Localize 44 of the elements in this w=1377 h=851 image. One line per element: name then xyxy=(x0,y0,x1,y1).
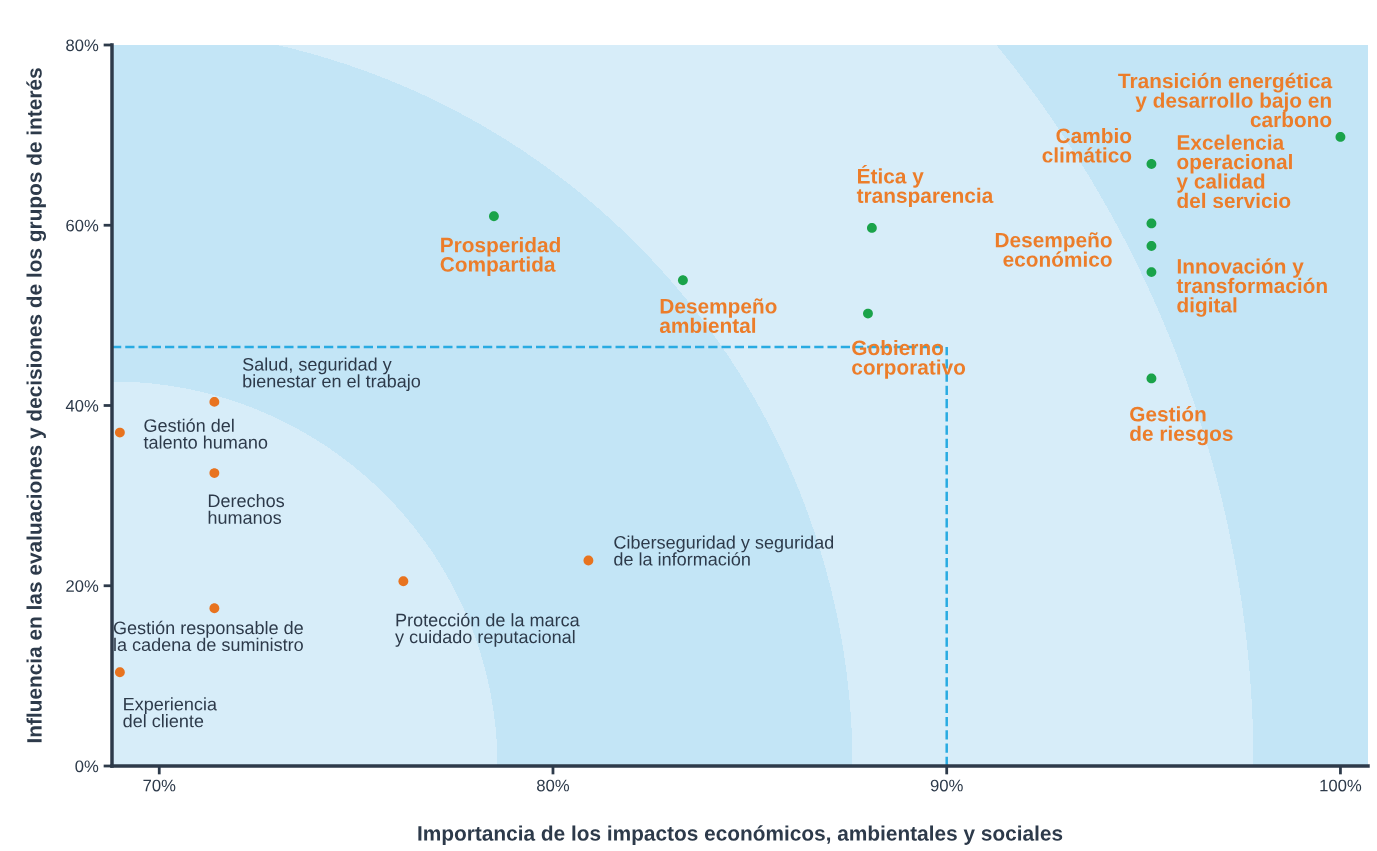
annotation: Prosperidad Compartida xyxy=(440,237,560,276)
annotation: Ciberseguridad y seguridad de la información xyxy=(614,535,834,566)
annotation: Desempeño ambiental xyxy=(659,298,777,334)
y-axis-title: Influencia en las evaluaciones y decisiones de los grupos de interés xyxy=(26,68,46,743)
point xyxy=(1146,241,1157,251)
x-axis-title: Importancia de los impactos económicos, ambientales y sociales xyxy=(418,825,1063,845)
point xyxy=(678,275,688,286)
point xyxy=(1335,132,1346,142)
point xyxy=(583,555,594,566)
annotation: Transición energética y desarrollo bajo en carbono xyxy=(1118,72,1333,128)
point xyxy=(489,211,499,222)
annotation: Excelencia operacional y calidad del servicio xyxy=(1176,134,1292,209)
y-tick-label: 80% xyxy=(66,39,99,52)
point xyxy=(114,427,125,438)
point xyxy=(114,667,125,678)
annotation: Gestión de riesgos xyxy=(1130,406,1233,446)
point xyxy=(209,468,220,478)
annotation: Experiencia del cliente xyxy=(123,697,217,728)
point xyxy=(1146,373,1157,384)
annotation: Desempeño económico xyxy=(995,232,1112,267)
annotation: Protección de la marca y cuidado reputacional xyxy=(395,612,580,647)
y-tick-label: 0% xyxy=(75,760,99,773)
point xyxy=(1146,267,1157,278)
y-tick-label: 40% xyxy=(65,399,99,412)
point xyxy=(1146,159,1157,169)
point xyxy=(209,603,220,614)
x-tick-label: 100% xyxy=(1320,779,1362,792)
point xyxy=(866,223,877,233)
annotation: Innovación y transformación digital xyxy=(1176,258,1327,317)
point xyxy=(863,308,873,319)
annotation: Derechos humanos xyxy=(208,493,285,525)
annotation: Salud, seguridad y bienestar en el trabajo xyxy=(242,357,421,392)
annotation: Gestión responsable de la cadena de suministro xyxy=(113,620,303,652)
y-tick-label: 20% xyxy=(66,580,99,592)
point xyxy=(1146,218,1157,229)
annotation: Gestión del talento humano xyxy=(143,418,268,449)
x-tick-label: 70% xyxy=(143,779,176,792)
x-tick-label: 90% xyxy=(930,779,963,792)
y-tick-label: 60% xyxy=(66,219,99,232)
annotation: Cambio climático xyxy=(1042,127,1132,163)
annotation: Ética y transparencia xyxy=(856,164,994,208)
x-tick-label: 80% xyxy=(537,779,570,792)
point xyxy=(398,576,409,587)
point xyxy=(209,396,220,407)
